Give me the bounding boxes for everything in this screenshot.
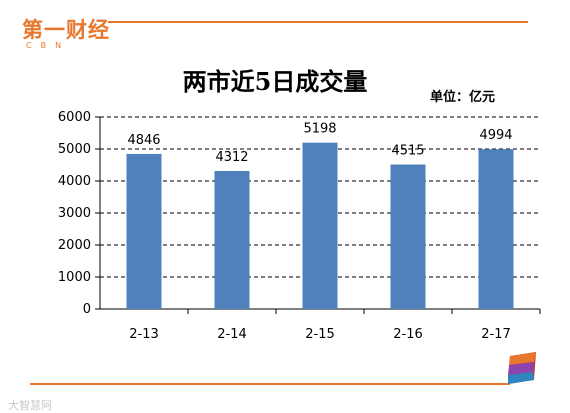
watermark-text: 大智慧阿 (8, 399, 52, 412)
y-tick-label: 0 (83, 302, 91, 317)
data-label: 4515 (391, 144, 424, 159)
logo-sub-text: CBN (26, 41, 71, 50)
y-tick-label: 2000 (58, 238, 91, 253)
y-tick-label: 3000 (58, 206, 91, 221)
bar (126, 153, 162, 309)
x-tick-label: 2-17 (481, 327, 511, 342)
chart-title: 两市近5日成交量 (182, 67, 368, 96)
data-label: 4846 (127, 133, 160, 148)
logo-main-text: 第一财经 (22, 17, 110, 42)
x-tick-label: 2-14 (217, 327, 247, 342)
x-tick-label: 2-15 (305, 327, 335, 342)
y-tick-label: 1000 (58, 270, 91, 285)
x-tick-label: 2-13 (129, 327, 159, 342)
bar (302, 142, 338, 309)
y-tick-label: 5000 (58, 142, 91, 157)
bar (214, 171, 250, 309)
unit-label: 单位：亿元 (430, 90, 496, 105)
data-label: 5198 (303, 122, 336, 137)
footer-divider (30, 383, 510, 385)
cbn-logo: 第一财经 CBN (22, 14, 112, 54)
data-label: 4312 (215, 150, 248, 165)
data-label: 4994 (479, 128, 512, 143)
bar (390, 164, 426, 309)
bar (478, 149, 514, 309)
y-tick-label: 4000 (58, 174, 91, 189)
x-tick-label: 2-16 (393, 327, 423, 342)
cube-logo-icon (508, 352, 536, 384)
y-tick-label: 6000 (58, 110, 91, 125)
header-divider (108, 21, 528, 23)
